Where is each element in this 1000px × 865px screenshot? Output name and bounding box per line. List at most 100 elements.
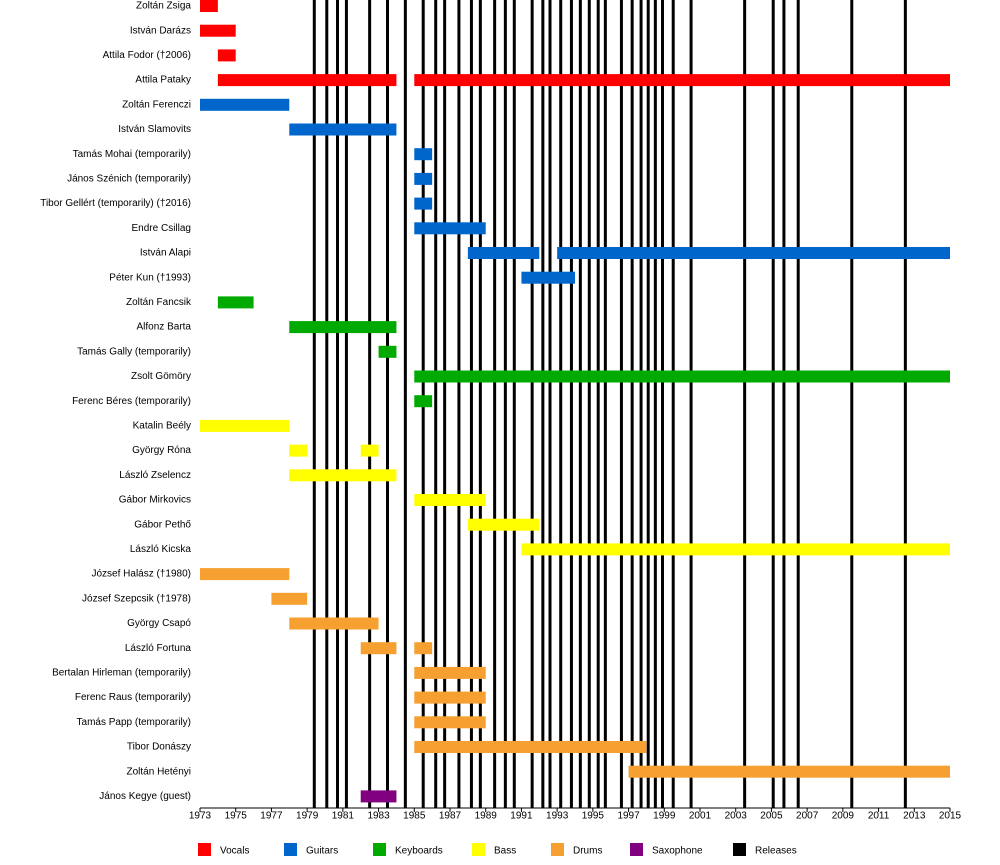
- tenure-bar: [200, 0, 218, 12]
- x-tick-label: 1983: [367, 811, 390, 822]
- x-tick-label: 2005: [760, 811, 783, 822]
- member-name: János Kegye (guest): [99, 791, 191, 802]
- tenure-bar: [414, 172, 433, 185]
- member-name: Zoltán Zsiga: [136, 1, 191, 12]
- tenure-bar: [378, 345, 397, 358]
- tenure-bar: [414, 395, 433, 408]
- x-tick-label: 2003: [725, 811, 748, 822]
- tenure-bar: [200, 568, 290, 581]
- member-name: Ferenc Béres (temporarily): [72, 396, 191, 407]
- tenure-bar: [414, 494, 486, 506]
- x-tick-label: 1997: [617, 811, 640, 822]
- member-name: Zoltán Ferenczi: [122, 99, 191, 110]
- x-tick-label: 1975: [225, 811, 248, 822]
- x-tick-label: 2009: [832, 811, 855, 822]
- legend-swatch: [198, 843, 211, 856]
- legend-label: Keyboards: [395, 846, 443, 857]
- member-name: Endre Csillag: [132, 223, 191, 234]
- member-name: Tamás Gally (temporarily): [77, 346, 191, 357]
- tenure-bar: [289, 444, 308, 457]
- x-tick-label: 1973: [189, 811, 212, 822]
- member-name: Tibor Gellért (temporarily) (†2016): [40, 198, 191, 209]
- legend-swatch: [284, 843, 297, 856]
- legend-label: Bass: [494, 846, 516, 857]
- legend-label: Releases: [755, 846, 797, 857]
- member-name: Tibor Donászy: [127, 742, 191, 753]
- x-tick-label: 1999: [653, 811, 676, 822]
- member-name: Tamás Mohai (temporarily): [73, 149, 191, 160]
- member-name: Bertalan Hirleman (temporarily): [52, 668, 191, 679]
- x-tick-label: 1987: [439, 811, 462, 822]
- tenure-bar: [200, 24, 236, 37]
- x-tick-label: 1985: [403, 811, 426, 822]
- tenure-bar: [289, 617, 379, 630]
- tenure-bar: [414, 716, 486, 729]
- tenure-bar: [217, 296, 254, 309]
- tenure-bar: [414, 148, 433, 161]
- tenure-bar: [414, 222, 486, 235]
- member-name: László Kicska: [130, 544, 192, 555]
- x-tick-label: 1979: [296, 811, 319, 822]
- member-name: György Róna: [132, 445, 191, 456]
- tenure-bar: [414, 197, 433, 210]
- tenure-bar: [414, 691, 486, 704]
- tenure-bar: [289, 469, 397, 482]
- legend-swatch: [630, 843, 643, 856]
- tenure-bar: [289, 123, 397, 136]
- x-tick-label: 2007: [796, 811, 819, 822]
- member-name: György Csapó: [127, 618, 191, 629]
- tenure-bar: [521, 271, 575, 284]
- tenure-bar: [289, 321, 397, 334]
- member-name: Attila Pataky: [135, 75, 191, 86]
- tenure-bar: [414, 666, 486, 679]
- tenure-bar: [414, 370, 950, 383]
- x-tick-label: 1991: [510, 811, 533, 822]
- tenure-bar: [467, 518, 540, 531]
- tenure-bar: [414, 741, 647, 753]
- legend-label: Guitars: [306, 846, 338, 857]
- member-name: István Alapi: [140, 248, 191, 259]
- tenure-bar: [360, 444, 379, 457]
- x-tick-label: 1995: [582, 811, 605, 822]
- member-name: Ferenc Raus (temporarily): [75, 692, 191, 703]
- member-name: Attila Fodor (†2006): [103, 50, 191, 61]
- x-tick-label: 2013: [903, 811, 926, 822]
- member-name: János Szénich (temporarily): [67, 174, 191, 185]
- tenure-bar: [414, 74, 950, 87]
- legend-swatch: [373, 843, 386, 856]
- member-name: Gábor Mirkovics: [119, 495, 191, 506]
- member-name: Zoltán Fancsik: [126, 297, 192, 308]
- legend-swatch: [733, 843, 746, 856]
- tenure-bar: [200, 419, 290, 432]
- legend-label: Drums: [573, 846, 602, 857]
- member-name: Zsolt Gömöry: [131, 371, 191, 382]
- member-name: József Szepcsik (†1978): [82, 593, 191, 604]
- tenure-bar: [271, 592, 308, 605]
- member-name: Katalin Beély: [133, 421, 191, 432]
- tenure-bar: [628, 765, 950, 778]
- member-name: László Fortuna: [125, 643, 192, 654]
- tenure-bar: [557, 247, 950, 259]
- member-name: István Slamovits: [118, 124, 191, 135]
- member-name: László Zselencz: [119, 470, 191, 481]
- member-name: Zoltán Hetényi: [127, 766, 191, 777]
- legend-label: Vocals: [220, 846, 249, 857]
- tenure-bar: [217, 49, 236, 62]
- x-tick-label: 1993: [546, 811, 569, 822]
- member-name: Alfonz Barta: [137, 322, 192, 333]
- x-tick-label: 2001: [689, 811, 712, 822]
- x-tick-label: 2011: [868, 811, 890, 822]
- member-name: István Darázs: [130, 25, 191, 36]
- member-name: József Halász (†1980): [92, 569, 192, 580]
- x-tick-label: 2015: [939, 811, 962, 822]
- x-tick-label: 1981: [332, 811, 355, 822]
- member-name: Tamás Papp (temporarily): [77, 717, 191, 728]
- member-name: Gábor Pethő: [134, 519, 191, 530]
- tenure-bar: [521, 543, 950, 556]
- legend-swatch: [551, 843, 564, 856]
- x-tick-label: 1977: [260, 811, 283, 822]
- tenure-bar: [217, 74, 397, 87]
- member-name: Péter Kun (†1993): [109, 272, 191, 283]
- tenure-bar: [414, 642, 433, 655]
